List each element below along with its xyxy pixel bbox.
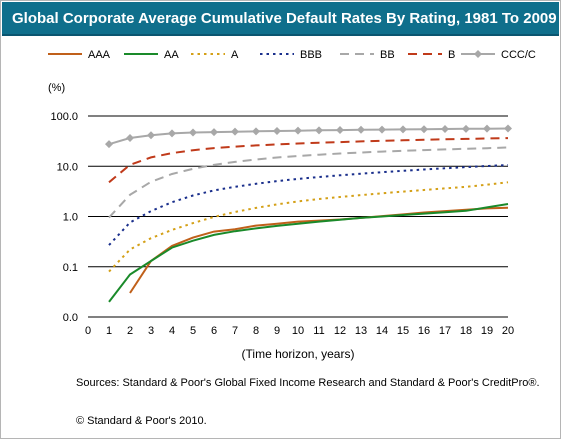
data-point xyxy=(441,125,449,134)
y-tick-label: 0.0 xyxy=(63,312,78,324)
series-line-bb xyxy=(108,146,509,219)
data-point xyxy=(168,129,176,138)
sources-note: Sources: Standard & Poor's Global Fixed … xyxy=(76,377,540,389)
x-tick-label: 10 xyxy=(292,325,304,337)
data-point xyxy=(315,126,323,135)
x-tick-label: 20 xyxy=(502,325,514,337)
x-tick-label: 16 xyxy=(418,325,430,337)
series-line-aaa xyxy=(129,206,509,294)
x-tick-label: 12 xyxy=(334,325,346,337)
y-tick-label: 0.1 xyxy=(63,262,78,274)
x-tick-label: 8 xyxy=(253,325,259,337)
data-point xyxy=(147,131,155,140)
series-line-aa xyxy=(108,203,509,303)
legend-label: B xyxy=(448,49,455,61)
legend-label: BBB xyxy=(300,49,322,61)
series-line-bbb xyxy=(108,164,509,246)
x-tick-label: 11 xyxy=(313,325,324,337)
data-point xyxy=(462,124,470,133)
data-point xyxy=(483,124,491,133)
legend-label: BB xyxy=(380,49,395,61)
chart-title: Global Corporate Average Cumulative Defa… xyxy=(2,2,559,36)
series-line-cccc xyxy=(108,127,509,146)
x-tick-label: 7 xyxy=(232,325,238,337)
data-point xyxy=(273,126,281,135)
y-axis-label: (%) xyxy=(48,82,65,94)
x-tick-label: 4 xyxy=(169,325,175,337)
data-point xyxy=(420,125,428,134)
x-tick-label: 6 xyxy=(211,325,217,337)
x-tick-label: 0 xyxy=(85,325,91,337)
data-point xyxy=(189,128,197,137)
x-tick-label: 14 xyxy=(376,325,388,337)
data-point xyxy=(294,126,302,135)
data-point xyxy=(231,127,239,136)
data-point xyxy=(126,133,134,142)
data-point xyxy=(357,125,365,134)
series-line-a xyxy=(108,181,509,273)
data-point xyxy=(210,128,218,137)
data-point xyxy=(399,125,407,134)
x-tick-label: 17 xyxy=(439,325,451,337)
legend-label: AA xyxy=(164,49,179,61)
x-tick-label: 1 xyxy=(106,325,112,337)
series-line-b xyxy=(108,137,509,184)
y-tick-label: 100.0 xyxy=(50,111,78,123)
y-tick-label: 10.0 xyxy=(57,161,78,173)
x-tick-label: 15 xyxy=(397,325,409,337)
copyright-note: © Standard & Poor's 2010. xyxy=(76,415,207,427)
data-point xyxy=(504,124,512,133)
legend-label: A xyxy=(231,49,239,61)
legend-label: AAA xyxy=(88,49,111,61)
legend-marker xyxy=(474,50,482,58)
data-point xyxy=(105,140,113,149)
data-point xyxy=(336,126,344,135)
data-point xyxy=(252,127,260,136)
x-tick-label: 18 xyxy=(460,325,472,337)
y-tick-label: 1.0 xyxy=(63,212,78,224)
data-point xyxy=(378,125,386,134)
x-tick-label: 5 xyxy=(190,325,196,337)
x-tick-label: 9 xyxy=(274,325,280,337)
x-tick-label: 2 xyxy=(127,325,133,337)
x-axis-label: (Time horizon, years) xyxy=(242,347,355,361)
x-tick-label: 19 xyxy=(481,325,493,337)
x-tick-label: 3 xyxy=(148,325,154,337)
legend-label: CCC/C xyxy=(501,49,536,61)
x-tick-label: 13 xyxy=(355,325,367,337)
